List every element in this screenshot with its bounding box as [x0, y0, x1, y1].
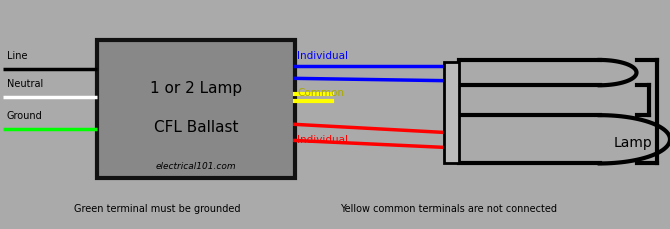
- Text: Lamp: Lamp: [614, 135, 653, 149]
- Bar: [97, 41, 295, 179]
- Text: 1 or 2 Lamp: 1 or 2 Lamp: [150, 81, 242, 96]
- Text: Ground: Ground: [7, 111, 42, 121]
- Text: Common: Common: [297, 88, 344, 98]
- Text: Green terminal must be grounded: Green terminal must be grounded: [74, 203, 241, 213]
- Bar: [444, 63, 459, 164]
- Text: Individual: Individual: [297, 51, 348, 61]
- Text: Individual: Individual: [297, 135, 348, 145]
- Text: Neutral: Neutral: [7, 79, 43, 89]
- Text: electrical101.com: electrical101.com: [155, 161, 237, 171]
- Text: Line: Line: [7, 51, 27, 61]
- Text: CFL Ballast: CFL Ballast: [153, 120, 239, 135]
- Text: Yellow common terminals are not connected: Yellow common terminals are not connecte…: [340, 203, 557, 213]
